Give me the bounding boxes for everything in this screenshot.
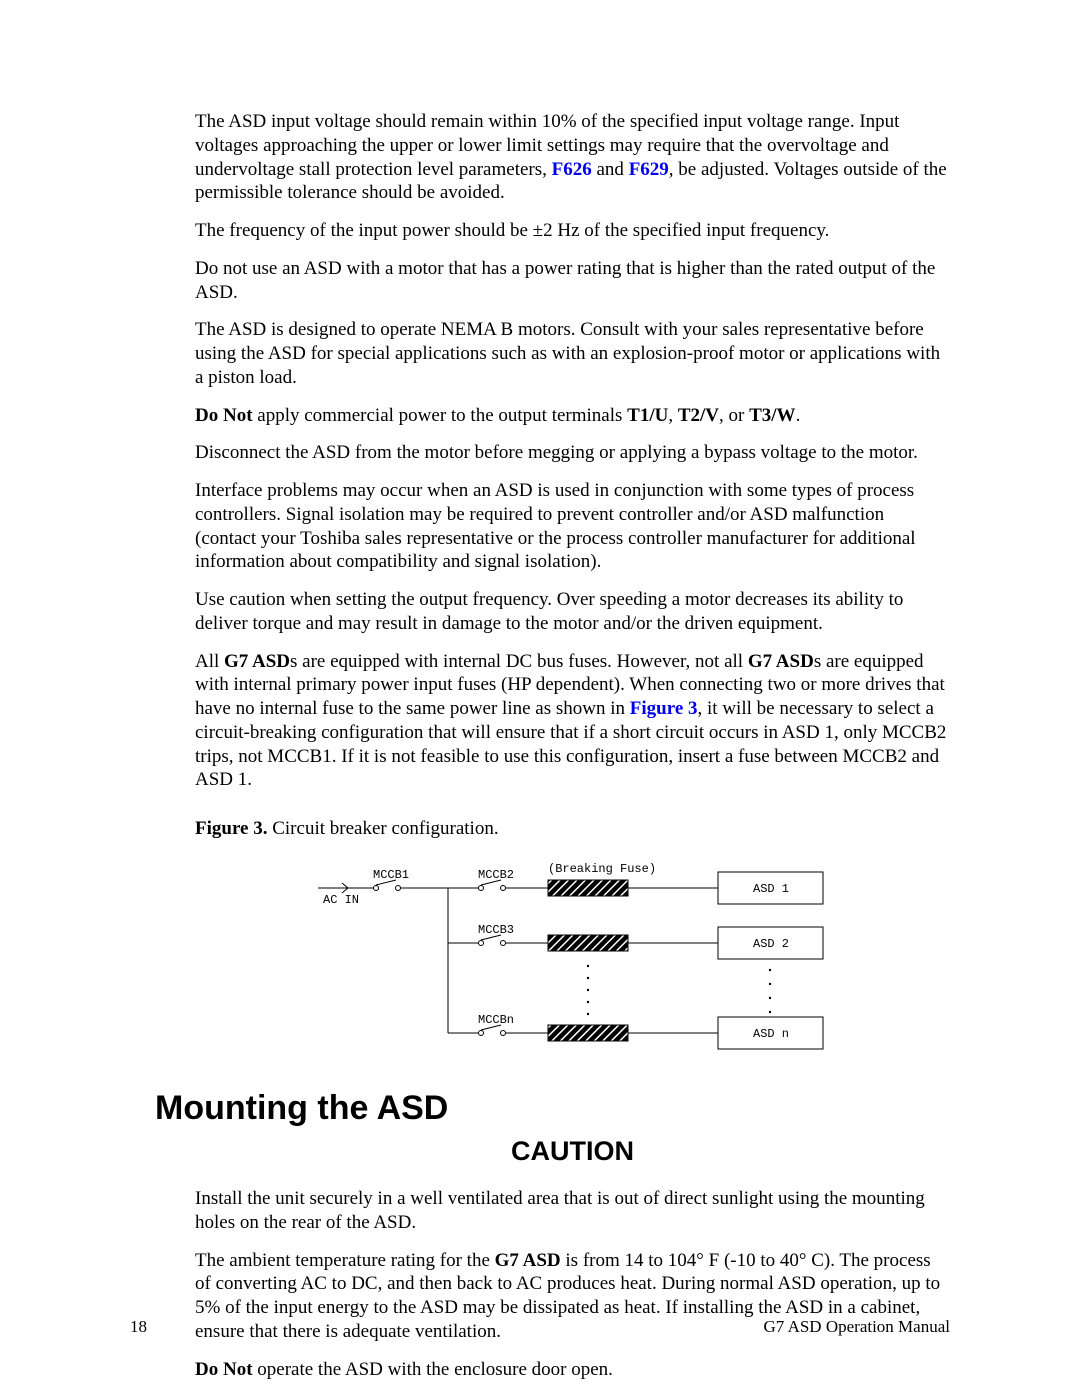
page-footer: 18 G7 ASD Operation Manual bbox=[130, 1317, 950, 1337]
text: operate the ASD with the enclosure door … bbox=[253, 1359, 613, 1380]
label-asd1: ASD 1 bbox=[753, 882, 789, 896]
text-bold: Do Not bbox=[195, 405, 253, 426]
paragraph-nema: The ASD is designed to operate NEMA B mo… bbox=[195, 318, 950, 389]
figure-caption: Figure 3. Circuit breaker configuration. bbox=[195, 818, 950, 840]
text-bold: Do Not bbox=[195, 1359, 253, 1380]
link-f629[interactable]: F629 bbox=[629, 159, 669, 180]
paragraph-rating: Do not use an ASD with a motor that has … bbox=[195, 257, 950, 305]
text: s are equipped with internal DC bus fuse… bbox=[290, 651, 748, 672]
text-bold: G7 ASD bbox=[748, 651, 814, 672]
paragraph-voltage: The ASD input voltage should remain with… bbox=[195, 110, 950, 205]
text: Circuit breaker configuration. bbox=[267, 818, 498, 839]
text: and bbox=[592, 159, 629, 180]
text: The ambient temperature rating for the bbox=[195, 1250, 495, 1271]
text: apply commercial power to the output ter… bbox=[253, 405, 628, 426]
label-asd2: ASD 2 bbox=[753, 937, 789, 951]
label-mccb1: MCCB1 bbox=[373, 868, 409, 882]
paragraph-donot-power: Do Not apply commercial power to the out… bbox=[195, 404, 950, 428]
figure-diagram: AC IN MCCB1 MCCB2 (Breaking Fuse) bbox=[195, 858, 950, 1063]
heading-caution: CAUTION bbox=[195, 1136, 950, 1167]
paragraph-disconnect: Disconnect the ASD from the motor before… bbox=[195, 441, 950, 465]
label-mccb2: MCCB2 bbox=[478, 868, 514, 882]
text-bold: T3/W bbox=[749, 405, 795, 426]
text-bold: G7 ASD bbox=[224, 651, 290, 672]
text-bold: G7 ASD bbox=[495, 1250, 561, 1271]
paragraph-fuses: All G7 ASDs are equipped with internal D… bbox=[195, 650, 950, 793]
circuit-diagram-svg: AC IN MCCB1 MCCB2 (Breaking Fuse) bbox=[318, 858, 828, 1058]
text-bold: T2/V bbox=[678, 405, 719, 426]
page-number: 18 bbox=[130, 1317, 147, 1337]
paragraph-caution-freq: Use caution when setting the output freq… bbox=[195, 588, 950, 636]
label-breaking: (Breaking Fuse) bbox=[548, 862, 656, 876]
manual-title: G7 ASD Operation Manual bbox=[763, 1317, 950, 1337]
link-f626[interactable]: F626 bbox=[552, 159, 592, 180]
paragraph-interface: Interface problems may occur when an ASD… bbox=[195, 479, 950, 574]
paragraph-donot-door: Do Not operate the ASD with the enclosur… bbox=[195, 1358, 950, 1382]
text-bold: Figure 3. bbox=[195, 818, 267, 839]
text: , or bbox=[719, 405, 749, 426]
document-page: The ASD input voltage should remain with… bbox=[0, 0, 1080, 1397]
label-asdn: ASD n bbox=[753, 1027, 789, 1041]
link-figure3[interactable]: Figure 3 bbox=[630, 698, 698, 719]
label-mccbn: MCCBn bbox=[478, 1013, 514, 1027]
heading-mounting: Mounting the ASD bbox=[155, 1089, 950, 1128]
text: . bbox=[796, 405, 801, 426]
text: All bbox=[195, 651, 224, 672]
text-bold: T1/U bbox=[627, 405, 668, 426]
label-acin: AC IN bbox=[323, 893, 359, 907]
paragraph-install: Install the unit securely in a well vent… bbox=[195, 1187, 950, 1235]
text: , bbox=[668, 405, 678, 426]
label-mccb3: MCCB3 bbox=[478, 923, 514, 937]
paragraph-frequency: The frequency of the input power should … bbox=[195, 219, 950, 243]
